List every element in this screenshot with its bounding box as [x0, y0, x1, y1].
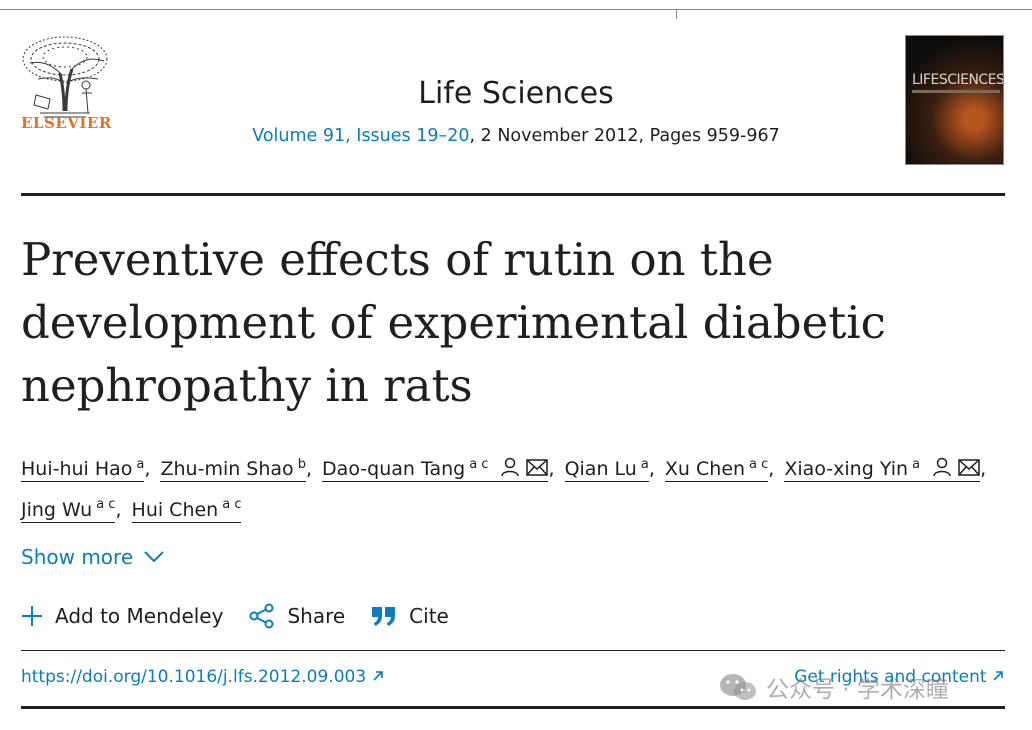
add-to-mendeley-label: Add to Mendeley [55, 604, 224, 628]
person-icon [501, 458, 520, 477]
share-icon [249, 603, 274, 629]
author-link[interactable]: Dao-quan Tang a c [322, 457, 549, 483]
doi-text: https://doi.org/10.1016/j.lfs.2012.09.00… [21, 667, 367, 687]
cover-subtitle-bar [912, 90, 1000, 93]
author-list: Hui-hui Hao a, Zhu-min Shao b, Dao-quan Ta… [21, 457, 987, 523]
issue-link[interactable]: Volume 91, Issues 19–20 [252, 126, 470, 146]
journal-cover-image[interactable]: LIFESCIENCES [905, 35, 1004, 165]
cite-label: Cite [409, 604, 449, 628]
author-link[interactable]: Hui-hui Hao a [21, 457, 145, 483]
author-link[interactable]: Qian Lu a [564, 457, 649, 483]
author-link[interactable]: Xu Chen a c [664, 457, 769, 483]
issue-info: Volume 91, Issues 19–20, 2 November 2012… [0, 126, 1032, 146]
cite-button[interactable]: Cite [371, 603, 449, 629]
author-link[interactable]: Hui Chen a c [131, 497, 242, 523]
bottom-divider [21, 706, 1005, 709]
plus-icon [22, 606, 42, 626]
top-border [0, 9, 1032, 19]
share-label: Share [287, 604, 346, 628]
author-link[interactable]: Xiao-xing Yin a [784, 457, 981, 483]
quote-icon [372, 607, 396, 626]
envelope-icon [958, 459, 980, 477]
author-link[interactable]: Zhu-min Shao b [160, 457, 306, 483]
rights-text: Get rights and content [794, 667, 987, 687]
rights-link[interactable]: Get rights and content [794, 667, 1004, 687]
share-button[interactable]: Share [249, 603, 345, 629]
envelope-icon [526, 459, 549, 477]
person-icon [933, 458, 951, 477]
publisher-name: ELSEVIER [21, 114, 112, 132]
doi-link[interactable]: https://doi.org/10.1016/j.lfs.2012.09.00… [21, 667, 384, 687]
wechat-icon [720, 674, 756, 700]
cover-title: LIFESCIENCES [912, 72, 1004, 88]
article-actions: Add to Mendeley Share Cite [21, 603, 449, 629]
add-to-mendeley-button[interactable]: Add to Mendeley [21, 603, 223, 629]
issue-date-pages: , 2 November 2012, Pages 959-967 [469, 126, 780, 146]
actions-divider [21, 650, 1005, 651]
chevron-down-icon [144, 551, 164, 563]
journal-name[interactable]: Life Sciences [418, 76, 614, 111]
author-link[interactable]: Jing Wu a c [21, 497, 116, 523]
watermark-text: 公众号 · 学术深瞳 [766, 677, 949, 703]
show-more-label: Show more [21, 545, 134, 569]
external-link-icon [372, 671, 383, 681]
show-more-button[interactable]: Show more [21, 545, 165, 569]
external-link-icon [993, 671, 1003, 681]
article-title: Preventive effects of rutin on the devel… [21, 233, 886, 412]
header-divider [21, 193, 1005, 196]
watermark: 公众号 · 学术深瞳 [718, 670, 949, 704]
elsevier-tree-logo[interactable] [20, 33, 110, 131]
